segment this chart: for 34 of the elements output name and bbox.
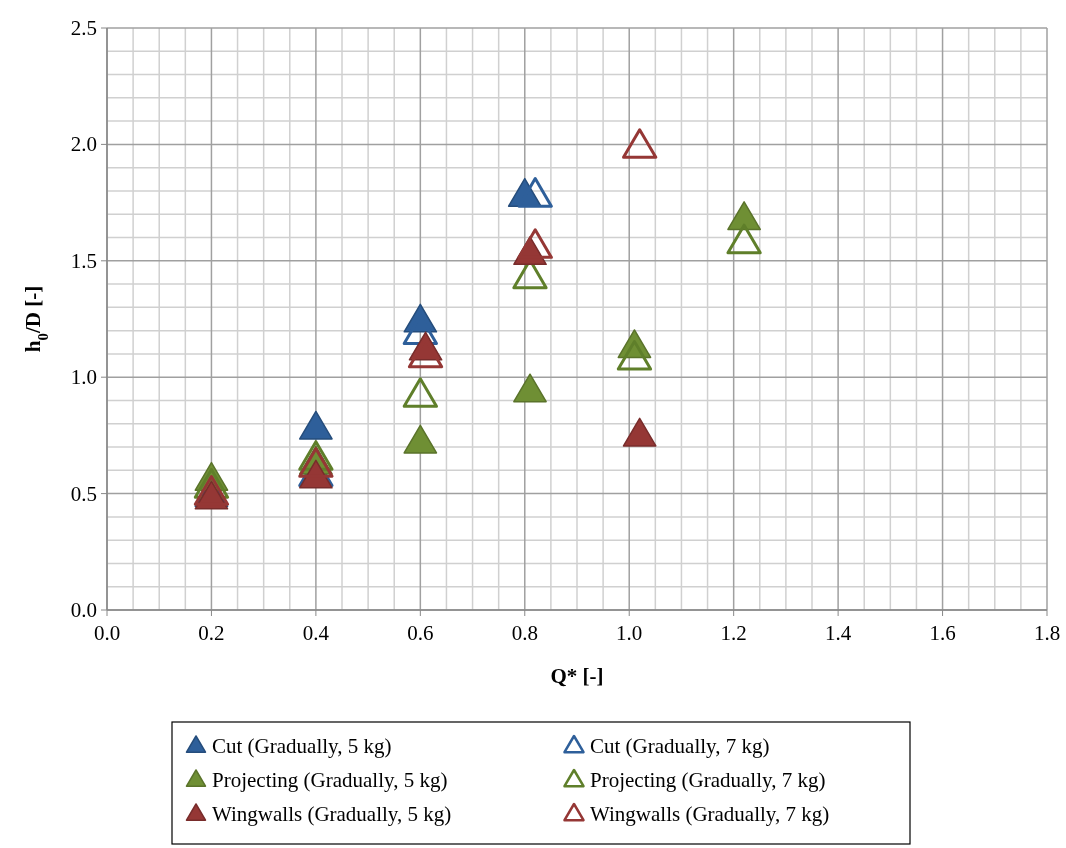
- y-tick-label: 0.0: [70, 598, 97, 622]
- x-tick-label: 1.2: [720, 621, 747, 645]
- legend-label: Cut (Gradually, 5 kg): [212, 734, 392, 758]
- x-tick-label: 0.6: [407, 621, 434, 645]
- x-tick-label: 1.8: [1033, 621, 1061, 645]
- point: [402, 377, 438, 408]
- y-tick-label: 1.0: [70, 365, 97, 390]
- x-tick-label: 1.6: [929, 621, 956, 645]
- point: [622, 417, 657, 447]
- y-tick-label: 1.5: [70, 248, 97, 273]
- point: [513, 373, 547, 403]
- y-tick-label: 0.5: [70, 481, 97, 506]
- x-tick-label: 1.4: [824, 621, 852, 645]
- x-tick-label: 0.2: [198, 621, 225, 645]
- point: [616, 340, 653, 371]
- point: [517, 228, 553, 259]
- y-tick-label: 2.0: [70, 132, 97, 157]
- point: [403, 424, 438, 454]
- point: [622, 128, 658, 159]
- legend-label: Wingwalls (Gradually, 5 kg): [212, 802, 452, 826]
- point: [727, 201, 762, 231]
- x-tick-label: 0.8: [511, 621, 538, 645]
- x-tick-label: 0.0: [93, 621, 121, 645]
- x-tick-label: 0.4: [302, 621, 330, 645]
- y-tick-label: 2.5: [70, 16, 97, 40]
- legend-label: Cut (Gradually, 7 kg): [590, 734, 770, 758]
- x-tick-label: 1.0: [616, 621, 643, 645]
- point: [298, 410, 333, 440]
- point: [726, 223, 762, 255]
- legend-label: Wingwalls (Gradually, 7 kg): [590, 802, 830, 826]
- legend-label: Projecting (Gradually, 5 kg): [212, 768, 448, 792]
- x-axis-title: Q* [-]: [550, 664, 604, 688]
- legend-label: Projecting (Gradually, 7 kg): [590, 768, 826, 792]
- point: [517, 177, 553, 208]
